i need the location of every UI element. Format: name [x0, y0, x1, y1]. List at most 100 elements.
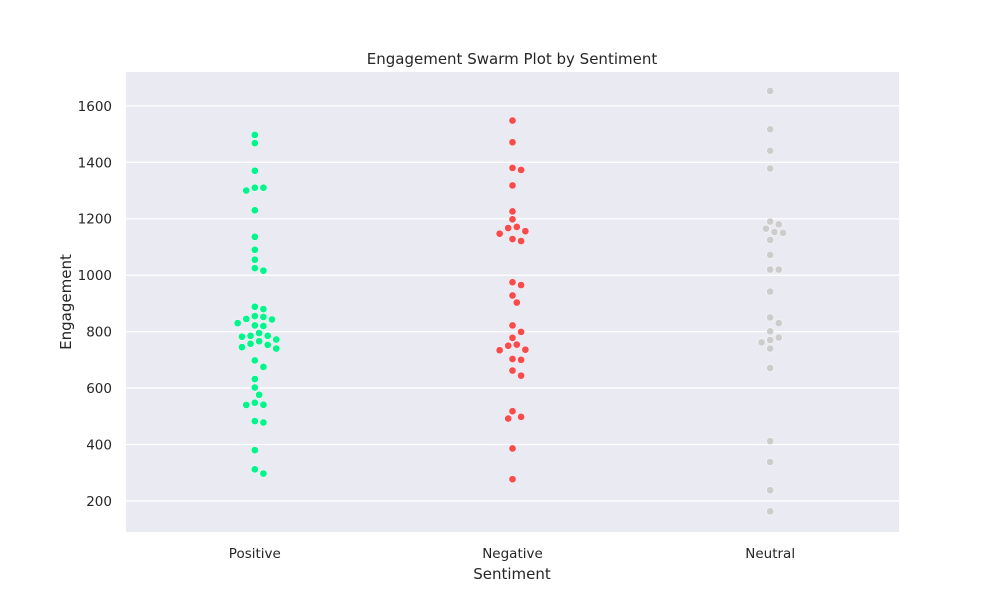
y-tick-label: 1600	[78, 99, 112, 115]
data-point-positive	[255, 329, 263, 337]
data-point-positive	[250, 183, 259, 192]
data-point-negative	[508, 291, 517, 300]
data-point-positive	[250, 166, 259, 175]
y-tick-label: 200	[86, 494, 112, 510]
data-point-negative	[508, 321, 517, 330]
data-point-negative	[512, 298, 521, 307]
data-point-neutral	[766, 458, 775, 466]
data-point-neutral	[766, 486, 775, 495]
data-point-positive	[250, 206, 259, 215]
y-tick-label: 600	[86, 381, 112, 397]
data-point-negative	[517, 281, 525, 289]
data-point-negative	[508, 235, 517, 243]
data-point-negative	[508, 164, 517, 172]
data-point-negative	[508, 116, 517, 125]
data-point-positive	[238, 332, 246, 341]
data-point-neutral	[779, 229, 787, 237]
x-axis-label: Sentiment	[473, 565, 551, 583]
data-point-neutral	[766, 437, 775, 445]
data-point-neutral	[757, 338, 766, 347]
data-point-neutral	[762, 224, 770, 233]
data-point-negative	[517, 328, 525, 336]
data-point-positive	[250, 398, 259, 407]
data-point-positive	[250, 417, 259, 425]
data-point-negative	[521, 345, 530, 354]
data-point-positive	[250, 356, 259, 365]
data-point-negative	[508, 278, 517, 287]
data-point-negative	[521, 227, 530, 236]
data-point-positive	[238, 343, 246, 352]
data-point-positive	[259, 183, 268, 192]
data-point-negative	[508, 444, 517, 453]
data-point-neutral	[766, 313, 775, 322]
data-point-neutral	[770, 228, 779, 236]
data-point-positive	[259, 305, 268, 313]
data-point-positive	[250, 245, 259, 254]
data-point-positive	[255, 390, 263, 399]
data-point-neutral	[766, 364, 775, 372]
data-point-positive	[242, 401, 251, 409]
y-tick-label: 1000	[78, 268, 112, 284]
data-point-neutral	[774, 220, 783, 229]
data-point-positive	[246, 332, 255, 340]
data-point-neutral	[766, 327, 775, 336]
data-point-positive	[272, 344, 281, 353]
data-point-neutral	[774, 319, 783, 328]
data-point-positive	[259, 418, 268, 427]
data-point-neutral	[766, 146, 775, 155]
data-point-positive	[250, 321, 259, 330]
data-point-positive	[250, 131, 259, 139]
data-point-positive	[259, 469, 268, 478]
data-point-neutral	[766, 87, 775, 95]
y-tick-label: 1400	[78, 155, 112, 171]
data-point-negative	[517, 371, 525, 380]
data-point-positive	[259, 322, 268, 330]
data-point-positive	[259, 363, 268, 371]
data-point-negative	[517, 237, 525, 245]
y-tick-label: 1200	[78, 212, 112, 228]
data-point-neutral	[774, 265, 783, 274]
data-point-negative	[495, 346, 504, 355]
data-point-neutral	[766, 164, 775, 173]
data-point-neutral	[766, 236, 775, 244]
x-tick-label: Neutral	[745, 546, 795, 562]
data-point-neutral	[766, 125, 775, 134]
chart-title: Engagement Swarm Plot by Sentiment	[367, 50, 658, 68]
data-point-neutral	[766, 287, 775, 296]
data-point-negative	[512, 340, 521, 349]
data-point-positive	[259, 266, 268, 275]
data-point-positive	[250, 465, 259, 474]
y-tick-label: 400	[86, 438, 112, 454]
data-point-positive	[255, 337, 263, 346]
data-point-negative	[504, 414, 513, 423]
data-point-neutral	[766, 336, 775, 344]
data-point-positive	[263, 341, 272, 349]
data-point-negative	[504, 224, 513, 232]
data-point-neutral	[774, 333, 783, 342]
data-point-negative	[508, 475, 517, 484]
data-point-positive	[250, 232, 259, 241]
data-point-neutral	[766, 251, 775, 259]
data-point-negative	[508, 138, 517, 147]
data-point-positive	[250, 383, 259, 392]
data-point-negative	[508, 407, 517, 416]
data-point-positive	[250, 139, 259, 147]
data-point-negative	[508, 215, 517, 224]
x-tick-label: Positive	[229, 546, 281, 562]
data-point-neutral	[766, 217, 775, 226]
data-point-neutral	[766, 344, 775, 353]
data-point-negative	[517, 356, 525, 364]
data-point-negative	[508, 366, 517, 375]
data-point-positive	[268, 315, 276, 324]
data-point-positive	[250, 255, 259, 264]
data-point-negative	[517, 413, 525, 421]
data-point-negative	[508, 355, 517, 363]
x-tick-label: Negative	[482, 546, 543, 562]
data-point-positive	[259, 313, 268, 321]
data-point-positive	[263, 332, 272, 340]
data-point-positive	[250, 312, 259, 320]
data-point-positive	[242, 186, 251, 195]
y-axis-label: Engagement	[57, 254, 75, 350]
data-point-positive	[250, 446, 259, 455]
